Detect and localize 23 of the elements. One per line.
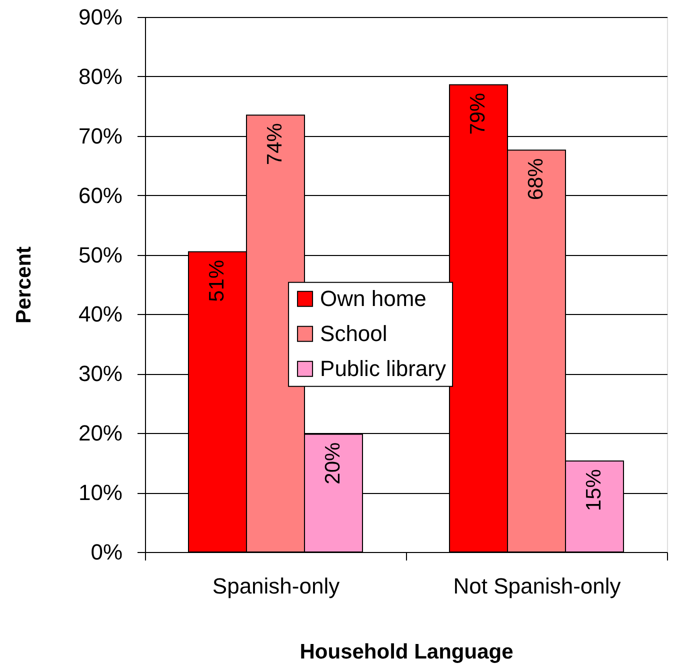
y-tick-label: 90%: [78, 4, 122, 30]
data-label: 79%: [466, 92, 490, 135]
y-tick-label: 60%: [78, 182, 122, 208]
y-tick-label: 30%: [78, 361, 122, 386]
y-tick-label: 40%: [78, 302, 122, 327]
y-tick-label: 10%: [78, 480, 122, 506]
y-tick-label: 20%: [78, 420, 122, 446]
x-tick-label: Spanish-only: [212, 574, 340, 598]
y-tick-label: 70%: [78, 123, 122, 148]
y-tick-label: 80%: [78, 64, 122, 89]
data-label: 15%: [582, 469, 606, 512]
data-label: 74%: [264, 123, 286, 166]
data-label: 20%: [322, 442, 344, 484]
y-tick-label: 0%: [90, 540, 122, 564]
y-tick-label: 50%: [78, 242, 122, 268]
data-label: 51%: [206, 260, 228, 302]
x-axis-title: Household Language: [300, 640, 514, 664]
y-axis-title: Percent: [12, 246, 36, 324]
legend-label: Own home: [320, 286, 426, 311]
legend-label: School: [320, 320, 388, 346]
data-label: 68%: [524, 158, 548, 200]
x-tick-label: Not Spanish-only: [453, 574, 621, 598]
legend-label: Public library: [320, 356, 446, 381]
